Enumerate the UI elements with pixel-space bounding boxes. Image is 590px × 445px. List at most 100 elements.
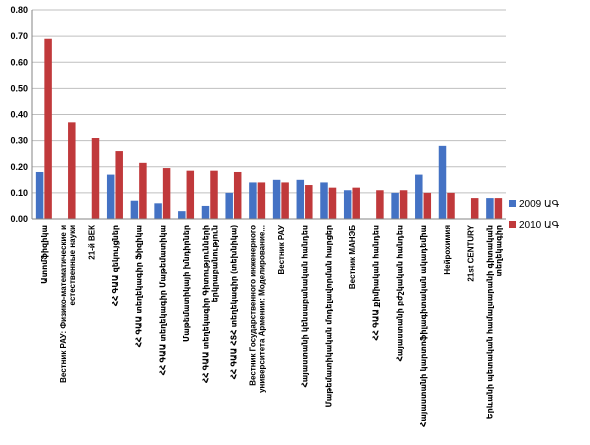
bar-2010 xyxy=(305,185,313,219)
category-label: Вестник МАНЭБ xyxy=(348,225,357,289)
category-label-line: Մաթեմատիկայի խնդիրներ xyxy=(182,225,191,342)
bar-2010 xyxy=(139,162,147,219)
category-label-group: ՀՀ ԳԱԱ ՀՏՀ տեղեկագիր (տեխնիկա) xyxy=(229,225,238,380)
category-label-line: Երևանի պետական համալսարանի գիտական xyxy=(486,225,495,419)
y-tick-label: 0.30 xyxy=(10,136,28,146)
category-label-group: 21st CENTURY xyxy=(466,224,475,281)
bar-2009 xyxy=(225,192,233,219)
category-label-group: Հայաստանի կենսաբանական հանդես xyxy=(301,225,310,387)
category-label: Нейрохимия xyxy=(443,225,452,275)
category-label-group: ՀՀ ԳԱԱ զեկույցներ xyxy=(111,225,120,306)
y-tick-label: 0.50 xyxy=(10,83,28,93)
bar-2009 xyxy=(296,179,305,219)
bar-2010 xyxy=(447,192,455,219)
category-label-line: Հայաստանի կենսաբանական հանդես xyxy=(301,225,310,387)
category-label-group: Մաթեմատիկական մոդելավորման հարցեր xyxy=(324,225,333,408)
bar-2010 xyxy=(376,190,384,219)
category-label-group: Մաթեմատիկայի խնդիրներ xyxy=(182,225,191,342)
bar-2010 xyxy=(494,198,503,219)
category-label-line: երկրաբանություն xyxy=(210,225,219,302)
y-tick-label: 0.70 xyxy=(10,31,28,41)
category-label: ՀՀ ԳԱԱ տեղեկագիր Գիտություններիերկրաբանո… xyxy=(201,225,219,383)
category-label: Ատոմֆիզիկա xyxy=(40,225,49,284)
category-label-line: Вестник Государственного инженерного xyxy=(249,225,258,386)
bar-2010 xyxy=(352,187,360,219)
category-label: Вестник Государственного инженерногоунив… xyxy=(249,225,267,393)
category-label-group: Вестник МАНЭБ xyxy=(348,225,357,289)
bar-2009 xyxy=(438,145,447,219)
bar-2010 xyxy=(423,192,432,219)
category-label-line: Ատոմֆիզիկա xyxy=(40,225,49,284)
category-label: Հայաստանի բժշկական հանդես xyxy=(395,225,404,361)
bar-2009 xyxy=(391,192,399,219)
y-tick-label: 0.00 xyxy=(10,214,28,224)
category-label: Մաթեմատիկական մոդելավորման հարցեր xyxy=(324,225,333,408)
bar-2009 xyxy=(343,190,352,219)
category-label-line: ՀՀ ԳԱԱ տեղեկագիր Գիտությունների xyxy=(201,225,210,383)
bar-2010 xyxy=(162,168,171,219)
bar-2010 xyxy=(399,190,408,219)
category-label-line: 21st CENTURY xyxy=(466,224,475,281)
bar-2009 xyxy=(486,198,494,219)
legend-label: 2009 ԱԳ xyxy=(519,199,560,210)
bar-2010 xyxy=(186,170,195,219)
legend-swatch xyxy=(509,221,516,228)
y-tick-label: 0.10 xyxy=(10,188,28,198)
bar-2009 xyxy=(106,174,115,219)
legend: 2009 ԱԳ 2010 ԱԳ xyxy=(509,199,560,231)
category-label-line: Вестник РАУ xyxy=(277,224,286,275)
category-label-line: Вестник РАУ: Физико-математические и xyxy=(59,225,68,383)
category-label-line: естественные науки xyxy=(68,225,77,306)
bar-2010 xyxy=(115,151,123,219)
category-label-group: ՀՀ ԳԱԱ տեղեկագիր Գիտություններիերկրաբանո… xyxy=(201,225,219,383)
category-label: Հայաստանի կարտոֆիլագիտական ակադեմիա xyxy=(419,225,428,427)
category-label: 21st CENTURY xyxy=(466,224,475,281)
category-label: 21-й ВЕК xyxy=(87,225,96,260)
category-label-line: Հայաստանի կարտոֆիլագիտական ակադեմիա xyxy=(419,225,428,427)
category-label-group: Вестник Государственного инженерногоунив… xyxy=(249,225,267,393)
category-label: ՀՀ ԳԱԱ տեղեկագիր Մաթեմատիկա xyxy=(158,225,167,375)
y-tick-label: 0.60 xyxy=(10,57,28,67)
y-tick-labels: 0.00 0.10 0.20 0.30 0.40 0.50 0.60 0.70 0.80 xyxy=(10,5,28,224)
category-label-group: Երևանի պետական համալսարանի գիտականտեղեկա… xyxy=(486,225,504,419)
category-label-line: университета Армении: Моделирование... xyxy=(258,225,267,393)
category-label: ՀՀ ԳԱԱ քիմիական հանդես xyxy=(372,225,381,341)
category-label: Вестник РАУ: Физико-математические иесте… xyxy=(59,225,77,383)
category-label-group: Ատոմֆիզիկա xyxy=(40,225,49,284)
bar-2009 xyxy=(130,200,139,219)
category-label-line: Մաթեմատիկական մոդելավորման հարցեր xyxy=(324,225,333,408)
y-tick-label: 0.80 xyxy=(10,5,28,15)
category-label: ՀՀ ԳԱԱ ՀՏՀ տեղեկագիր (տեխնիկա) xyxy=(229,225,238,380)
category-label: ՀՀ ԳԱԱ տեղեկագիր Ֆիզիկա xyxy=(135,225,144,347)
bar-2009 xyxy=(249,182,257,219)
bar-2010 xyxy=(281,182,289,219)
category-label-line: ՀՀ ԳԱԱ տեղեկագիր Մաթեմատիկա xyxy=(158,225,167,375)
axes xyxy=(31,10,506,220)
category-label-group: Нейрохимия xyxy=(443,225,452,275)
category-label: ՀՀ ԳԱԱ զեկույցներ xyxy=(111,225,120,306)
bar-2010 xyxy=(470,198,479,219)
category-label: Հայաստանի կենսաբանական հանդես xyxy=(301,225,310,387)
bar-2010 xyxy=(44,38,52,219)
bar-2009 xyxy=(201,205,210,219)
category-label-group: ՀՀ ԳԱԱ տեղեկագիր Մաթեմատիկա xyxy=(158,225,167,375)
category-label-line: ՀՀ ԳԱԱ զեկույցներ xyxy=(111,225,120,306)
category-label-line: ՀՀ ԳԱԱ քիմիական հանդես xyxy=(372,225,381,341)
bar-2010 xyxy=(328,187,337,219)
y-tick-label: 0.20 xyxy=(10,162,28,172)
bars xyxy=(35,38,503,219)
category-label: Մաթեմատիկայի խնդիրներ xyxy=(182,225,191,342)
category-label-line: ՀՀ ԳԱԱ տեղեկագիր Ֆիզիկա xyxy=(135,225,144,347)
category-label-group: ՀՀ ԳԱԱ քիմիական հանդես xyxy=(372,225,381,341)
bar-2010 xyxy=(68,122,76,219)
bar-2009 xyxy=(415,174,423,219)
legend-swatch xyxy=(509,200,516,207)
category-label-line: 21-й ВЕК xyxy=(87,225,96,260)
category-label-line: ՀՀ ԳԱԱ ՀՏՀ տեղեկագիր (տեխնիկա) xyxy=(229,225,238,380)
bar-2010 xyxy=(233,171,242,219)
bar-2009 xyxy=(154,203,162,219)
bar-2009 xyxy=(272,179,281,219)
category-label-line: տեղեկագիր xyxy=(495,225,504,276)
